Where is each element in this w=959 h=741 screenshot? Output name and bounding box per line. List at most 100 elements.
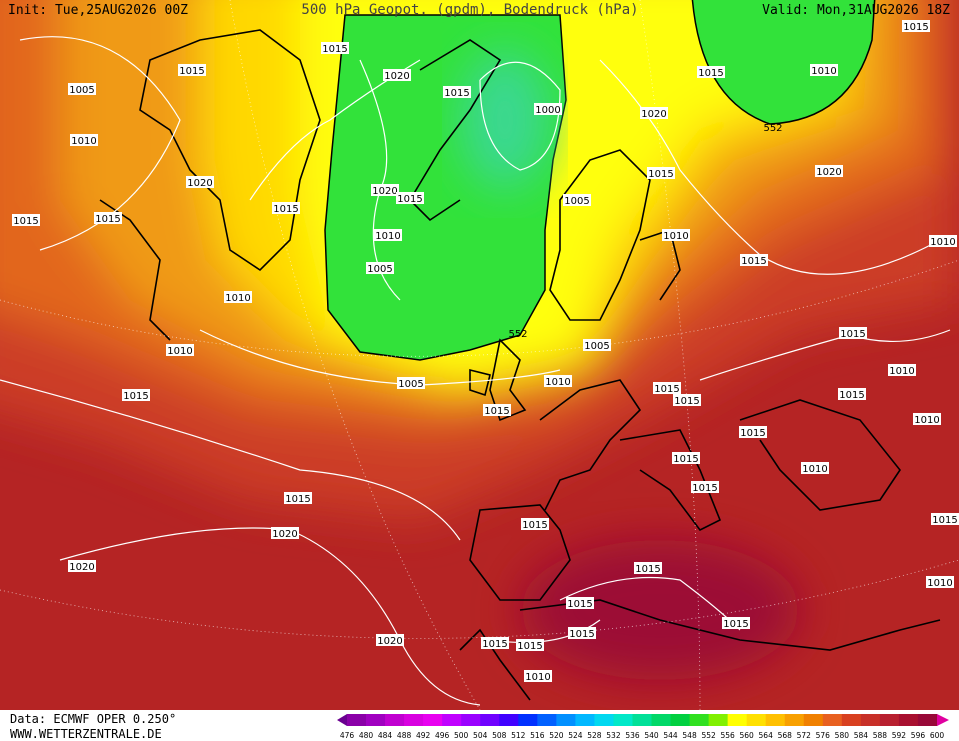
isobar-label: 1010 <box>225 293 250 304</box>
isobar-label-box <box>739 426 767 438</box>
isobar-label: 1015 <box>567 599 592 610</box>
colorbar-segment <box>480 714 500 726</box>
isobar-label-box <box>563 194 591 206</box>
isobar-label: 1010 <box>375 231 400 242</box>
colorbar-segment <box>632 714 653 726</box>
isobar-label-box <box>691 481 719 493</box>
colorbar-segment <box>613 714 633 726</box>
isobar-label: 1010 <box>545 377 570 388</box>
isobar-label: 1015 <box>484 406 509 417</box>
isobar-label: 1015 <box>698 68 723 79</box>
isobar-label: 1015 <box>95 214 120 225</box>
colorbar-label: 492 <box>416 731 431 740</box>
isobar-label-box <box>810 64 838 76</box>
colorbar-label: 572 <box>797 731 812 740</box>
isobar-label-box <box>521 518 549 530</box>
isobar-label: 1000 <box>535 105 560 116</box>
isobar-label-box <box>838 388 866 400</box>
colorbar-label: 488 <box>397 731 412 740</box>
colorbar-segment <box>917 714 938 726</box>
isobar-label-box <box>481 637 509 649</box>
colorbar-arrow <box>937 714 949 726</box>
isobar-label-box <box>376 634 404 646</box>
colorbar-segment <box>841 714 862 726</box>
isobar-label-box <box>483 404 511 416</box>
isobar-label-box <box>272 202 300 214</box>
colorbar-label: 548 <box>682 731 697 740</box>
colorbar-segment <box>727 714 748 726</box>
isobar-label: 1015 <box>635 564 660 575</box>
isobar-label-box <box>929 235 957 247</box>
isobar-label: 1015 <box>741 256 766 267</box>
isobar-label-box <box>374 229 402 241</box>
isobar-label-box <box>913 413 941 425</box>
isobar-label-box <box>815 165 843 177</box>
isobar-label: 1005 <box>367 264 392 275</box>
isobar-label-box <box>443 86 471 98</box>
colorbar-label: 556 <box>720 731 735 740</box>
init-time: Init: Tue,25AUG2026 00Z <box>8 3 188 18</box>
isobar-label: 1015 <box>723 619 748 630</box>
colorbar-segment <box>594 714 614 726</box>
isobar-label: 1015 <box>840 329 865 340</box>
isobar-label: 1015 <box>648 169 673 180</box>
isobar-label-box <box>568 627 596 639</box>
isobar-label-box <box>534 103 562 115</box>
isobar-label: 1015 <box>444 88 469 99</box>
colorbar-segment <box>898 714 919 726</box>
isobar-label-box <box>902 20 930 32</box>
colorbar-label: 480 <box>359 731 374 740</box>
colorbar-segment <box>537 714 557 726</box>
isobar-label: 1015 <box>273 204 298 215</box>
isobar-label: 1015 <box>13 216 38 227</box>
colorbar-segment <box>499 714 519 726</box>
isobar-label: 1015 <box>123 391 148 402</box>
colorbar-label: 564 <box>759 731 774 740</box>
isobar-label: 1010 <box>930 237 955 248</box>
colorbar-label: 552 <box>701 731 716 740</box>
isobar-label-box <box>366 262 394 274</box>
isobar-label-box <box>722 617 750 629</box>
colorbar-segment <box>556 714 576 726</box>
isobar-label-box <box>516 639 544 651</box>
isobar-labels: 1015 1015 1005 1020 1015 1000 1020 1015 1010 552 1… <box>12 20 959 683</box>
isobar-label-box <box>68 83 96 95</box>
isobar-label-box <box>186 176 214 188</box>
isobar-label: 1015 <box>673 454 698 465</box>
isobar-label-box <box>166 344 194 356</box>
colorbar-segment <box>461 714 481 726</box>
colorbar-label: 528 <box>587 731 602 740</box>
isobar-label: 1020 <box>377 636 402 647</box>
isobar-label-box <box>94 212 122 224</box>
colorbar-label: 544 <box>663 731 678 740</box>
colorbar-segment <box>651 714 672 726</box>
colorbar-arrow <box>337 714 347 726</box>
isobar-label: 1015 <box>517 641 542 652</box>
site-name: WWW.WETTERZENTRALE.DE <box>10 727 162 741</box>
isobar-label-box <box>321 42 349 54</box>
isobar-label: 552 <box>763 123 782 134</box>
colorbar-label: 504 <box>473 731 488 740</box>
isobar-label-box <box>583 339 611 351</box>
colorbar-label: 600 <box>930 731 945 740</box>
colorbar-label: 532 <box>606 731 621 740</box>
colorbar-label: 584 <box>854 731 869 740</box>
isobar-label: 1015 <box>740 428 765 439</box>
isobar-label: 1010 <box>811 66 836 77</box>
isobar-label: 1015 <box>522 520 547 531</box>
isobar-label: 1015 <box>839 390 864 401</box>
colorbar-segment <box>822 714 843 726</box>
isobar-label-box <box>672 452 700 464</box>
contour-552-north <box>691 0 876 125</box>
colorbar-segment <box>746 714 767 726</box>
colorbar-segment <box>404 714 424 726</box>
colorbar-label: 540 <box>644 731 659 740</box>
isobar-label-box <box>634 562 662 574</box>
colorbar-segment <box>803 714 824 726</box>
colorbar-label: 576 <box>816 731 831 740</box>
isobar-label: 1010 <box>927 578 952 589</box>
isobar-label: 1010 <box>663 231 688 242</box>
isobar-label: 1015 <box>569 629 594 640</box>
isobar-label: 552 <box>508 329 527 340</box>
